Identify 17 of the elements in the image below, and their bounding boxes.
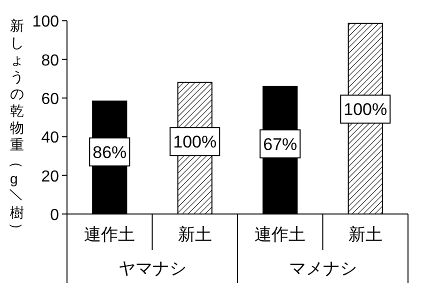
text: マメナシ bbox=[288, 259, 357, 278]
text: ヤマナシ bbox=[118, 259, 186, 278]
annotation: 100% bbox=[173, 132, 217, 152]
annotation: 86% bbox=[92, 142, 127, 162]
x-tick-label: 新土 bbox=[178, 225, 212, 244]
y-tick-label: 100 bbox=[32, 14, 60, 31]
x-tick-label: 連作土 bbox=[84, 225, 136, 244]
annotation: 67% bbox=[263, 134, 298, 154]
y-tick-label: 0 bbox=[50, 207, 60, 224]
x-tick-label: 連作土 bbox=[254, 225, 306, 244]
y-tick-label: 60 bbox=[41, 91, 60, 108]
y-tick-label: 40 bbox=[41, 130, 60, 147]
y-axis-title: 新しょうの乾物重（g／樹） bbox=[9, 18, 25, 237]
y-tick-label: 80 bbox=[41, 52, 60, 70]
x-tick-label: 新土 bbox=[348, 225, 382, 244]
y-tick-label: 20 bbox=[41, 168, 60, 186]
annotation: 100% bbox=[344, 100, 388, 120]
